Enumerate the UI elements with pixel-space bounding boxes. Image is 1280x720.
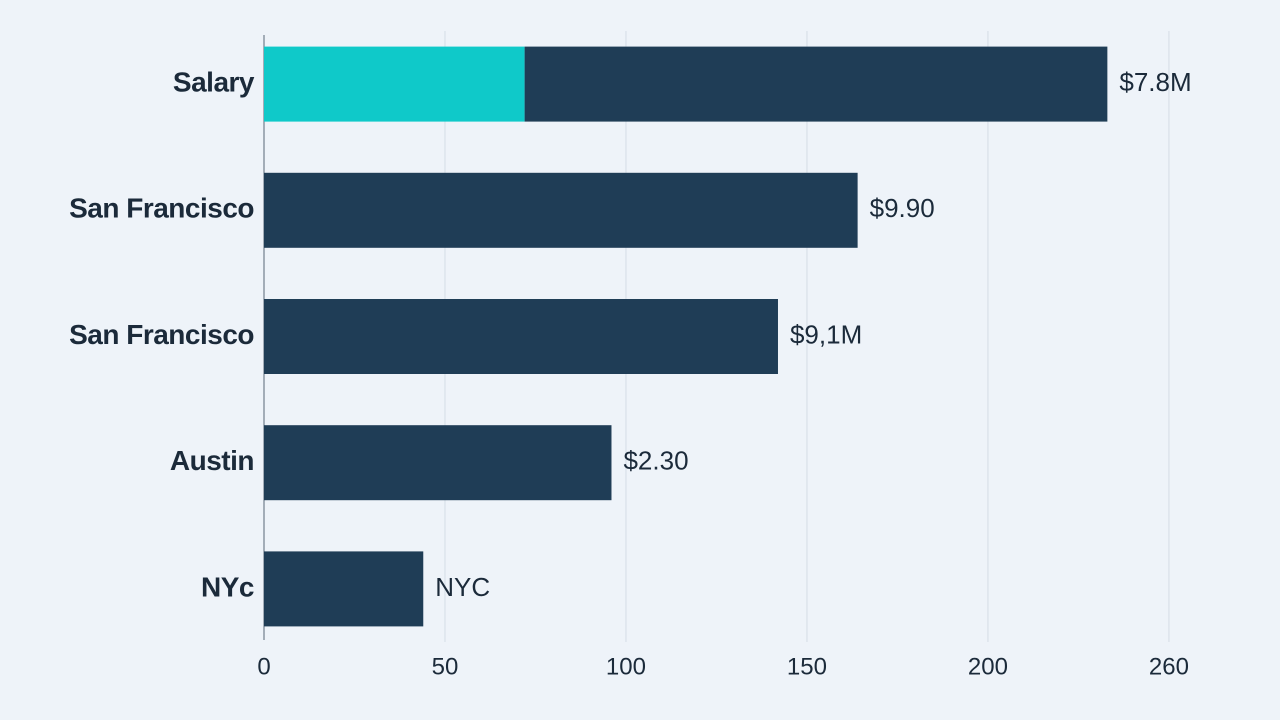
x-tick-label: 100 [606, 653, 646, 680]
bar-label: $9,1M [790, 319, 862, 349]
x-tick-label: 200 [968, 653, 1008, 680]
bar [264, 172, 858, 248]
bar-label: $9.90 [870, 193, 935, 223]
category-label: San Francisco [69, 193, 254, 224]
x-tick-label: 260 [1149, 653, 1189, 680]
bar [264, 299, 778, 374]
x-tick-label: 150 [787, 653, 827, 680]
x-tick-label: 0 [257, 653, 270, 680]
bar [524, 46, 1108, 122]
bar-label: $2.30 [623, 446, 688, 476]
bar-label: NYC [435, 572, 490, 602]
bar [264, 551, 424, 627]
category-label: San Francisco [69, 319, 254, 350]
category-label: NYc [201, 571, 254, 602]
category-label: Austin [170, 445, 254, 476]
bar [264, 425, 612, 501]
bar [264, 46, 525, 122]
x-tick-label: 50 [432, 653, 459, 680]
bar-label: $7.8M [1119, 67, 1191, 97]
category-label: Salary [173, 66, 255, 97]
